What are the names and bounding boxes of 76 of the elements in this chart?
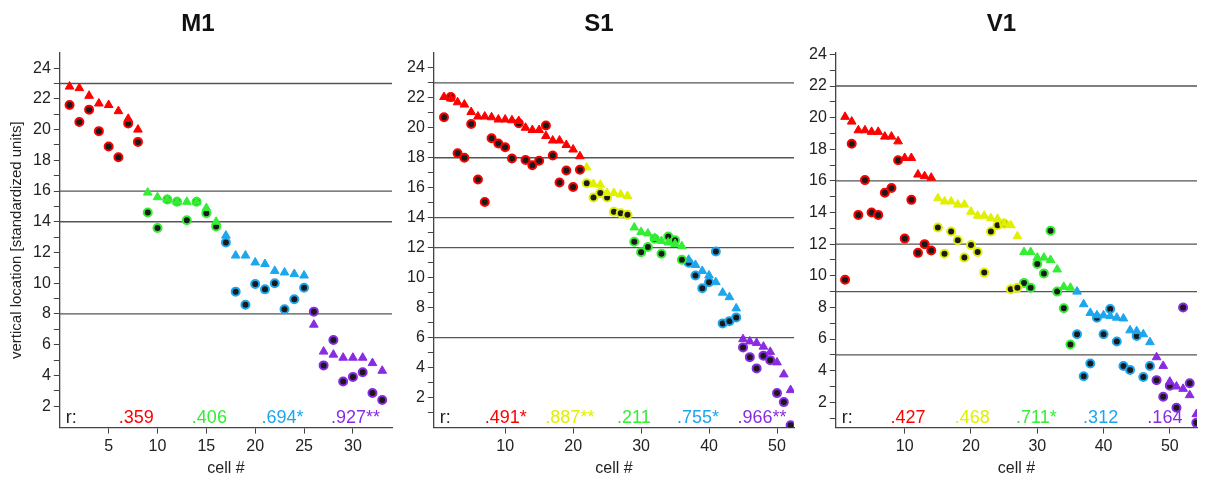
annotation: .755* — [676, 406, 719, 427]
x-tick-label: 30 — [344, 436, 362, 454]
y-tick-label: 20 — [33, 120, 51, 138]
x-tick-label: 30 — [632, 436, 651, 454]
y-tick-label: 4 — [415, 358, 425, 376]
x-axis-title: cell # — [207, 458, 245, 476]
annotation: .427 — [890, 406, 926, 427]
annotation: .312 — [1083, 406, 1119, 427]
y-tick-label: 22 — [407, 88, 425, 106]
y-tick-label: 2 — [41, 396, 51, 414]
annotation: .406 — [191, 406, 227, 427]
x-tick-label: 5 — [104, 436, 114, 454]
y-axis-title: vertical location [standardized units] — [7, 121, 25, 360]
y-tick-label: 8 — [817, 297, 827, 315]
y-tick-label: 24 — [809, 44, 827, 62]
x-tick-label: 20 — [246, 436, 265, 454]
y-tick-label: 14 — [809, 202, 827, 220]
x-tick-label: 10 — [496, 436, 515, 454]
x-tick-label: 40 — [1094, 436, 1113, 454]
chart-title: S1 — [584, 9, 614, 37]
y-tick-label: 6 — [41, 335, 51, 353]
y-tick-label: 22 — [809, 76, 827, 94]
y-tick-label: 18 — [33, 150, 51, 168]
y-tick-label: 14 — [407, 208, 425, 226]
annotation: .211 — [617, 406, 651, 427]
annotation: .491* — [484, 406, 527, 427]
x-tick-label: 50 — [1160, 436, 1179, 454]
y-tick-label: 18 — [407, 148, 425, 166]
y-tick-label: 2 — [415, 388, 425, 406]
y-tick-label: 18 — [809, 139, 827, 157]
y-tick-label: 16 — [407, 178, 425, 196]
y-tick-label: 6 — [817, 329, 827, 347]
y-tick-label: 2 — [817, 392, 827, 410]
x-tick-label: 10 — [148, 436, 167, 454]
y-tick-label: 4 — [817, 361, 827, 379]
y-tick-label: 12 — [33, 242, 51, 260]
y-tick-label: 20 — [407, 118, 425, 136]
annotation: .164 — [1147, 406, 1183, 427]
annotation: r: — [65, 406, 77, 427]
x-tick-label: 10 — [895, 436, 914, 454]
y-tick-label: 24 — [407, 58, 425, 76]
y-tick-label: 10 — [33, 273, 51, 291]
x-tick-label: 25 — [295, 436, 314, 454]
y-tick-label: 12 — [407, 238, 425, 256]
chart-title: V1 — [986, 9, 1017, 37]
y-tick-label: 4 — [41, 365, 51, 383]
annotation: .468 — [954, 406, 990, 427]
annotation: .359 — [118, 406, 154, 427]
x-tick-label: 50 — [768, 436, 787, 454]
chart-title: M1 — [181, 9, 215, 37]
y-tick-label: 20 — [809, 108, 827, 126]
y-tick-label: 14 — [33, 212, 51, 230]
annotation: .966** — [737, 406, 787, 427]
x-tick-label: 40 — [700, 436, 719, 454]
y-tick-label: 16 — [809, 171, 827, 189]
x-tick-label: 20 — [564, 436, 583, 454]
x-tick-label: 15 — [197, 436, 216, 454]
y-tick-label: 12 — [809, 234, 827, 252]
annotation: r: — [841, 406, 853, 427]
y-tick-label: 22 — [33, 89, 51, 107]
y-tick-label: 6 — [415, 328, 425, 346]
x-tick-label: 30 — [1028, 436, 1047, 454]
annotation: r: — [439, 406, 451, 427]
annotation: .694* — [261, 406, 304, 427]
y-tick-label: 10 — [407, 268, 425, 286]
annotation: .711* — [1016, 406, 1057, 427]
y-tick-label: 8 — [41, 304, 51, 322]
x-axis-title: cell # — [595, 458, 633, 476]
y-tick-label: 24 — [33, 58, 51, 76]
x-tick-label: 20 — [962, 436, 980, 454]
x-axis-title: cell # — [997, 458, 1036, 476]
y-tick-label: 16 — [33, 181, 51, 199]
annotation: .887** — [545, 406, 595, 427]
y-tick-label: 8 — [415, 298, 425, 316]
annotation: .927** — [330, 406, 380, 427]
y-tick-label: 10 — [809, 266, 827, 284]
